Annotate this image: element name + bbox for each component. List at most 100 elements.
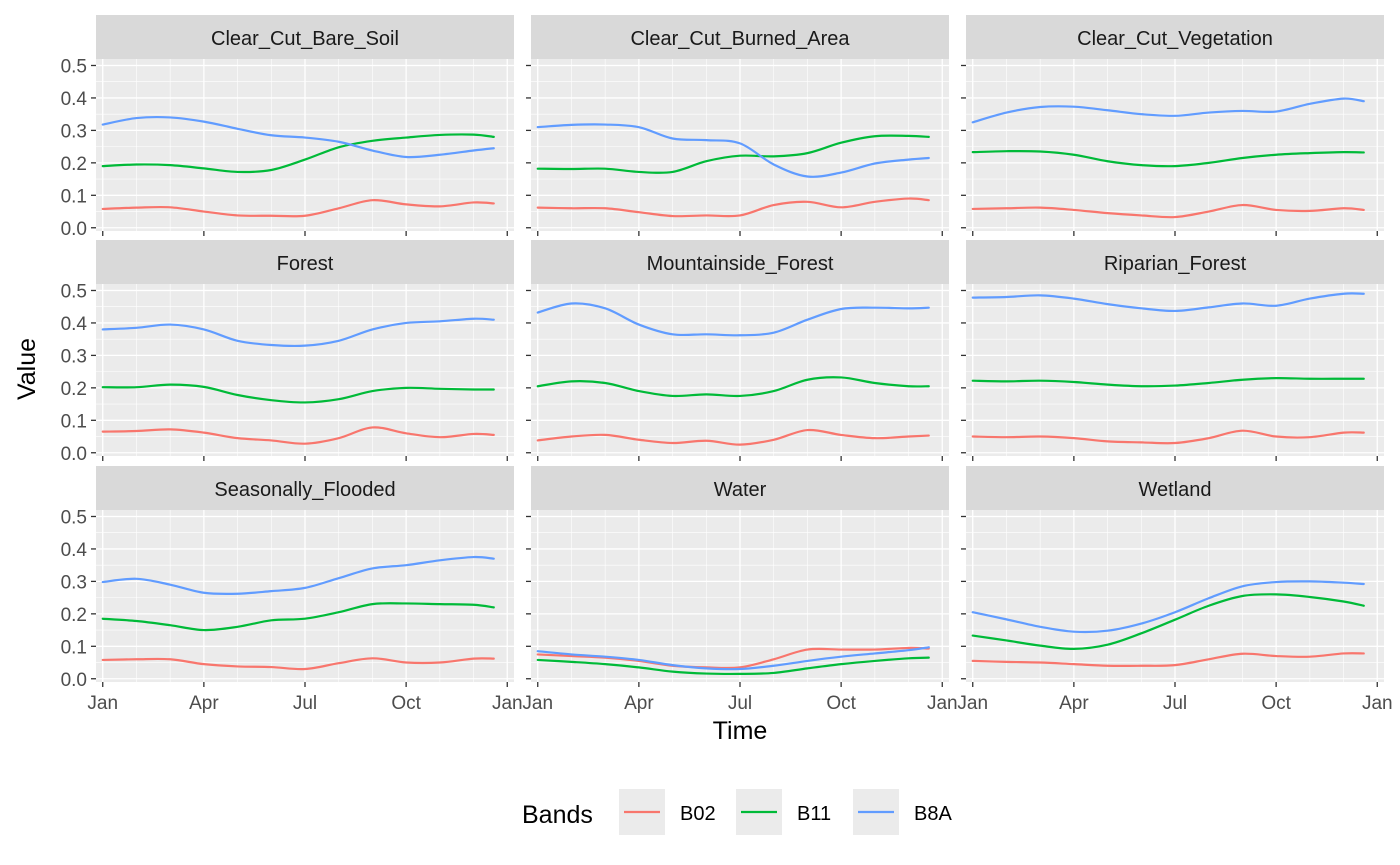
series-line-b11 [536, 376, 930, 398]
series-line-b8a [536, 302, 930, 337]
series-line-b11 [536, 656, 930, 676]
plot-area [96, 284, 514, 456]
y-tick-label: 0.3 [61, 346, 87, 367]
series-line-b11 [971, 593, 1365, 651]
y-tick-label: 0.1 [61, 186, 87, 207]
y-tick-label: 0.0 [61, 444, 87, 465]
x-tick-label: Jan [1362, 693, 1393, 714]
facet-title: Clear_Cut_Vegetation [1077, 28, 1273, 50]
facet-mountainside-forest: Mountainside_Forest [531, 240, 949, 456]
y-tick-label: 0.5 [61, 56, 87, 77]
y-tick-label: 0.0 [61, 670, 87, 691]
facet-seasonally-flooded: Seasonally_Flooded [96, 466, 514, 682]
series-line-b8a [536, 123, 930, 178]
series-line-b02 [971, 203, 1365, 219]
facet-title: Forest [277, 253, 334, 275]
x-tick-label: Oct [826, 693, 856, 714]
y-axis-ticks: 0.0 0.1 0.2 0.3 0.4 0.5 0.0 0.1 0.2 0.3 0.4 0.5 0.0 0… [61, 56, 966, 691]
series-line-b8a [971, 292, 1365, 313]
series-line-b02 [536, 428, 930, 446]
facet-clear-cut-burned-area: Clear_Cut_Burned_Area [531, 15, 949, 231]
series-line-b02 [971, 652, 1365, 668]
facet-title: Riparian_Forest [1104, 253, 1247, 275]
y-tick-label: 0.1 [61, 411, 87, 432]
series-line-b8a [971, 580, 1365, 634]
panels-layer: Clear_Cut_Bare_Soil Clear_Cut_Burned_Area… [96, 15, 1384, 682]
y-tick-label: 0.4 [61, 540, 88, 561]
facet-strip [966, 466, 1384, 510]
y-tick-label: 0.2 [61, 605, 87, 626]
x-tick-label: Apr [189, 693, 219, 714]
facet-strip [966, 240, 1384, 284]
series-line-b02 [971, 429, 1365, 445]
x-tick-label: Oct [1261, 693, 1291, 714]
y-tick-label: 0.2 [61, 154, 87, 175]
x-tick-label: Jul [728, 693, 752, 714]
x-tick-label: Jan [927, 693, 958, 714]
series-line-b11 [971, 149, 1365, 168]
facet-title: Wetland [1138, 479, 1211, 501]
x-axis-ticks: Jan Apr Jul Oct Jan Jan Apr Jul Oct Jan Jan Apr Jul O… [87, 231, 1393, 714]
plot-area [531, 284, 949, 456]
series-line-b02 [101, 199, 495, 218]
x-tick-label: Jul [293, 693, 317, 714]
series-line-b11 [536, 134, 930, 174]
series-line-b11 [971, 376, 1365, 388]
y-tick-label: 0.4 [61, 314, 88, 335]
facet-clear-cut-bare-soil: Clear_Cut_Bare_Soil [96, 15, 514, 231]
facet-strip [96, 466, 514, 510]
x-tick-label: Apr [1059, 693, 1089, 714]
facet-title: Clear_Cut_Burned_Area [630, 28, 850, 50]
series-line-b8a [536, 646, 930, 671]
y-tick-label: 0.3 [61, 572, 87, 593]
legend-label-b02: B02 [680, 803, 716, 825]
facet-strip [96, 15, 514, 59]
plot-area [966, 59, 1384, 231]
facet-strip [531, 466, 949, 510]
plot-area [531, 510, 949, 682]
x-tick-label: Jan [87, 693, 118, 714]
facet-strip [531, 240, 949, 284]
series-line-b11 [101, 383, 495, 404]
series-line-b02 [536, 197, 930, 218]
y-tick-label: 0.2 [61, 379, 87, 400]
series-line-b8a [101, 555, 495, 596]
y-tick-label: 0.5 [61, 507, 87, 528]
plot-area [966, 284, 1384, 456]
x-tick-label: Jan [522, 693, 553, 714]
x-tick-label: Jul [1163, 693, 1187, 714]
series-line-b11 [101, 133, 495, 174]
facet-title: Seasonally_Flooded [214, 479, 395, 501]
facet-title: Mountainside_Forest [647, 253, 834, 275]
facet-strip [96, 240, 514, 284]
x-tick-label: Oct [391, 693, 421, 714]
facet-forest: Forest [96, 240, 514, 456]
plot-area [96, 510, 514, 682]
series-line-b02 [101, 426, 495, 445]
x-axis-title: Time [713, 717, 768, 745]
x-tick-label: Jan [957, 693, 988, 714]
legend-label-b8a: B8A [914, 803, 952, 825]
facet-wetland: Wetland [966, 466, 1384, 682]
facet-water: Water [531, 466, 949, 682]
plot-area [531, 59, 949, 231]
facet-title: Water [714, 479, 767, 501]
y-tick-label: 0.4 [61, 89, 88, 110]
legend-title: Bands [522, 801, 593, 829]
y-tick-label: 0.1 [61, 637, 87, 658]
facet-strip [966, 15, 1384, 59]
x-tick-label: Apr [624, 693, 654, 714]
facet-strip [531, 15, 949, 59]
facet-riparian-forest: Riparian_Forest [966, 240, 1384, 456]
facet-clear-cut-vegetation: Clear_Cut_Vegetation [966, 15, 1384, 231]
x-tick-label: Jan [492, 693, 523, 714]
plot-area [96, 59, 514, 231]
y-tick-label: 0.5 [61, 281, 87, 302]
facet-title: Clear_Cut_Bare_Soil [211, 28, 399, 50]
series-line-b11 [101, 602, 495, 632]
plot-area [966, 510, 1384, 682]
series-line-b8a [101, 115, 495, 159]
series-line-b02 [101, 657, 495, 671]
y-tick-label: 0.3 [61, 121, 87, 142]
